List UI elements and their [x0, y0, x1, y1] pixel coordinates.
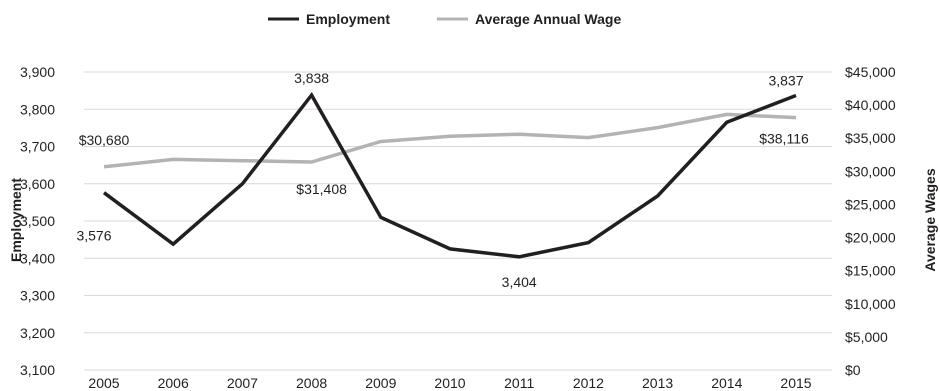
data-label: $38,116 [759, 131, 809, 147]
series-lines [102, 91, 797, 259]
x-tick-label: 2012 [573, 375, 604, 391]
left-tick-label: 3,100 [20, 362, 55, 378]
left-tick-label: 3,800 [20, 101, 55, 117]
series-line-average-annual-wage [103, 112, 797, 169]
x-tick-label: 2009 [365, 375, 396, 391]
legend-label-average-annual-wage: Average Annual Wage [475, 11, 621, 27]
left-axis-ticks: 3,100 3,200 3,300 3,400 3,500 3,600 3,700 3,800… [20, 64, 55, 378]
left-tick-label: 3,500 [20, 213, 55, 229]
left-tick-label: 3,200 [20, 325, 55, 341]
gridlines [84, 71, 832, 371]
x-tick-label: 2014 [711, 375, 742, 391]
data-label: 3,576 [76, 228, 111, 244]
data-label: 3,404 [502, 274, 537, 290]
right-axis-ticks: $0 $5,000 $10,000 $15,000 $20,000 $25,000 $30,… [845, 64, 896, 378]
left-tick-label: 3,300 [20, 288, 55, 304]
data-label: 3,838 [294, 70, 329, 86]
data-label: $31,408 [296, 181, 347, 197]
data-label: 3,837 [768, 72, 803, 88]
left-tick-label: 3,600 [20, 176, 55, 192]
right-tick-label: $20,000 [845, 230, 896, 246]
x-tick-label: 2011 [504, 375, 534, 391]
right-tick-label: $0 [845, 362, 861, 378]
left-tick-label: 3,900 [20, 64, 55, 80]
right-tick-label: $10,000 [845, 296, 896, 312]
right-tick-label: $25,000 [845, 196, 896, 212]
x-tick-label: 2006 [158, 375, 189, 391]
data-labels: 3,576 3,838 3,404 3,837 $30,680 $31,408 $38,11… [76, 70, 809, 290]
x-tick-label: 2013 [642, 375, 673, 391]
legend: Employment Average Annual Wage [268, 11, 621, 27]
right-tick-label: $40,000 [845, 97, 896, 113]
right-tick-label: $45,000 [845, 64, 896, 80]
x-axis-ticks: 2005 2006 2007 2008 2009 2010 2011 2012 2013 2014… [88, 375, 811, 391]
right-tick-label: $5,000 [845, 329, 888, 345]
series-line-employment [102, 91, 797, 259]
legend-label-employment: Employment [306, 11, 390, 27]
x-tick-label: 2005 [88, 375, 119, 391]
right-axis-title: Average Wages [922, 168, 938, 271]
x-tick-label: 2015 [780, 375, 811, 391]
right-tick-label: $30,000 [845, 163, 896, 179]
x-tick-label: 2008 [296, 375, 327, 391]
left-axis-title: Employment [8, 178, 24, 262]
left-tick-label: 3,400 [20, 250, 55, 266]
data-label: $30,680 [79, 132, 130, 148]
x-tick-label: 2007 [227, 375, 258, 391]
right-tick-label: $35,000 [845, 130, 896, 146]
left-tick-label: 3,700 [20, 139, 55, 155]
x-tick-label: 2010 [434, 375, 465, 391]
right-tick-label: $15,000 [845, 263, 896, 279]
